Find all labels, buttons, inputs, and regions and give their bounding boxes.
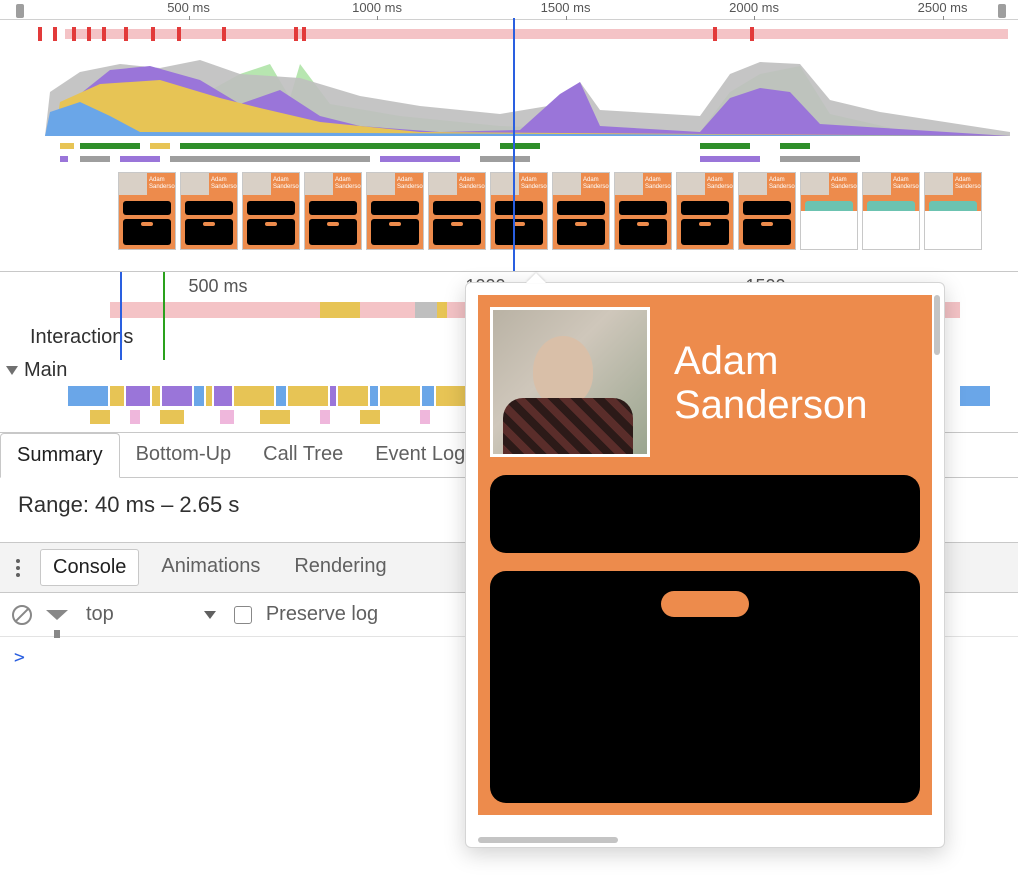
tab-summary[interactable]: Summary xyxy=(0,433,120,478)
filmstrip-frame[interactable]: AdamSanderson xyxy=(676,172,734,250)
flame-segment[interactable] xyxy=(960,386,990,406)
filmstrip-frame[interactable]: AdamSanderson xyxy=(304,172,362,250)
chevron-down-icon xyxy=(204,611,216,619)
overview-range-handle-left[interactable] xyxy=(16,4,24,18)
flame-segment[interactable] xyxy=(370,386,378,406)
overview-tick: 2500 ms xyxy=(918,0,968,15)
flame-segment[interactable] xyxy=(380,386,420,406)
filter-icon[interactable] xyxy=(46,610,68,620)
filmstrip-preview-popover: Adam Sanderson xyxy=(465,282,945,848)
flame-segment[interactable] xyxy=(288,386,328,406)
preview-scrollbar-vertical[interactable] xyxy=(934,295,940,835)
drawer-tab-console[interactable]: Console xyxy=(40,549,139,586)
drawer-tab-rendering[interactable]: Rendering xyxy=(282,549,398,586)
flame-segment[interactable] xyxy=(206,386,212,406)
preserve-log-checkbox[interactable] xyxy=(234,606,252,624)
filmstrip-frame[interactable]: AdamSanderson xyxy=(366,172,424,250)
flame-segment[interactable] xyxy=(220,410,234,424)
flame-segment[interactable] xyxy=(194,386,204,406)
overview-tick: 500 ms xyxy=(167,0,210,15)
overview-filmstrip[interactable]: AdamSandersonAdamSandersonAdamSandersonA… xyxy=(0,172,1018,260)
preview-photo xyxy=(490,307,650,457)
filmstrip-frame[interactable]: AdamSanderson xyxy=(242,172,300,250)
flame-segment[interactable] xyxy=(152,386,160,406)
overview-playhead[interactable] xyxy=(513,18,515,271)
flame-segment[interactable] xyxy=(420,410,430,424)
overview-timeline[interactable]: 500 ms 1000 ms 1500 ms 2000 ms 2500 ms AdamS… xyxy=(0,0,1018,272)
flame-segment[interactable] xyxy=(338,386,368,406)
preview-name: Adam Sanderson xyxy=(674,339,867,427)
drawer-tab-animations[interactable]: Animations xyxy=(149,549,272,586)
flame-segment[interactable] xyxy=(260,410,290,424)
flame-segment[interactable] xyxy=(214,386,232,406)
flame-segment[interactable] xyxy=(68,386,108,406)
drawer-menu-icon[interactable] xyxy=(10,555,26,581)
overview-tick: 1000 ms xyxy=(352,0,402,15)
timeline-marker[interactable] xyxy=(163,272,165,360)
preview-name-line1: Adam xyxy=(674,339,779,383)
filmstrip-frame[interactable]: AdamSanderson xyxy=(924,172,982,250)
overview-network-track xyxy=(0,152,1018,168)
overview-cpu-chart xyxy=(0,44,1018,140)
flame-segment[interactable] xyxy=(160,410,184,424)
summary-range-text: Range: 40 ms – 2.65 s xyxy=(18,492,239,517)
overview-fps-track xyxy=(0,22,1018,44)
flame-segment[interactable] xyxy=(90,410,110,424)
filmstrip-frame[interactable]: AdamSanderson xyxy=(428,172,486,250)
overview-tick: 2000 ms xyxy=(729,0,779,15)
filmstrip-frame[interactable]: AdamSanderson xyxy=(180,172,238,250)
flame-segment[interactable] xyxy=(320,410,330,424)
preview-pill xyxy=(661,591,749,617)
overview-ruler[interactable]: 500 ms 1000 ms 1500 ms 2000 ms 2500 ms xyxy=(0,0,1018,20)
preview-card: Adam Sanderson xyxy=(478,295,932,815)
flame-segment[interactable] xyxy=(126,386,150,406)
flame-segment[interactable] xyxy=(130,410,140,424)
overview-heap-track xyxy=(0,140,1018,152)
preserve-log-label: Preserve log xyxy=(266,603,378,626)
flame-segment[interactable] xyxy=(422,386,434,406)
filmstrip-frame[interactable]: AdamSanderson xyxy=(552,172,610,250)
tab-bottom-up[interactable]: Bottom-Up xyxy=(120,433,248,477)
flame-segment[interactable] xyxy=(330,386,336,406)
filmstrip-frame[interactable]: AdamSanderson xyxy=(118,172,176,250)
filmstrip-frame[interactable]: AdamSanderson xyxy=(738,172,796,250)
main-thread-label: Main xyxy=(24,359,67,382)
timeline-marker[interactable] xyxy=(120,272,122,360)
overview-tick: 1500 ms xyxy=(541,0,591,15)
context-selector-value: top xyxy=(86,603,114,626)
context-selector[interactable]: top xyxy=(82,601,220,628)
console-prompt: > xyxy=(14,647,25,668)
tab-call-tree[interactable]: Call Tree xyxy=(247,433,359,477)
filmstrip-frame[interactable]: AdamSanderson xyxy=(800,172,858,250)
filmstrip-frame[interactable]: AdamSanderson xyxy=(490,172,548,250)
tab-event-log[interactable]: Event Log xyxy=(359,433,481,477)
flame-segment[interactable] xyxy=(276,386,286,406)
preview-scrollbar-horizontal[interactable] xyxy=(478,837,618,843)
flame-segment[interactable] xyxy=(234,386,274,406)
clear-console-icon[interactable] xyxy=(12,605,32,625)
detail-tick: 500 ms xyxy=(188,276,247,297)
flame-segment[interactable] xyxy=(360,410,380,424)
flame-segment[interactable] xyxy=(162,386,192,406)
filmstrip-frame[interactable]: AdamSanderson xyxy=(614,172,672,250)
overview-range-handle-right[interactable] xyxy=(998,4,1006,18)
preview-name-line2: Sanderson xyxy=(674,383,867,427)
preview-block-1 xyxy=(490,475,920,553)
flame-segment[interactable] xyxy=(110,386,124,406)
filmstrip-frame[interactable]: AdamSanderson xyxy=(862,172,920,250)
collapse-triangle-icon[interactable] xyxy=(6,366,18,375)
